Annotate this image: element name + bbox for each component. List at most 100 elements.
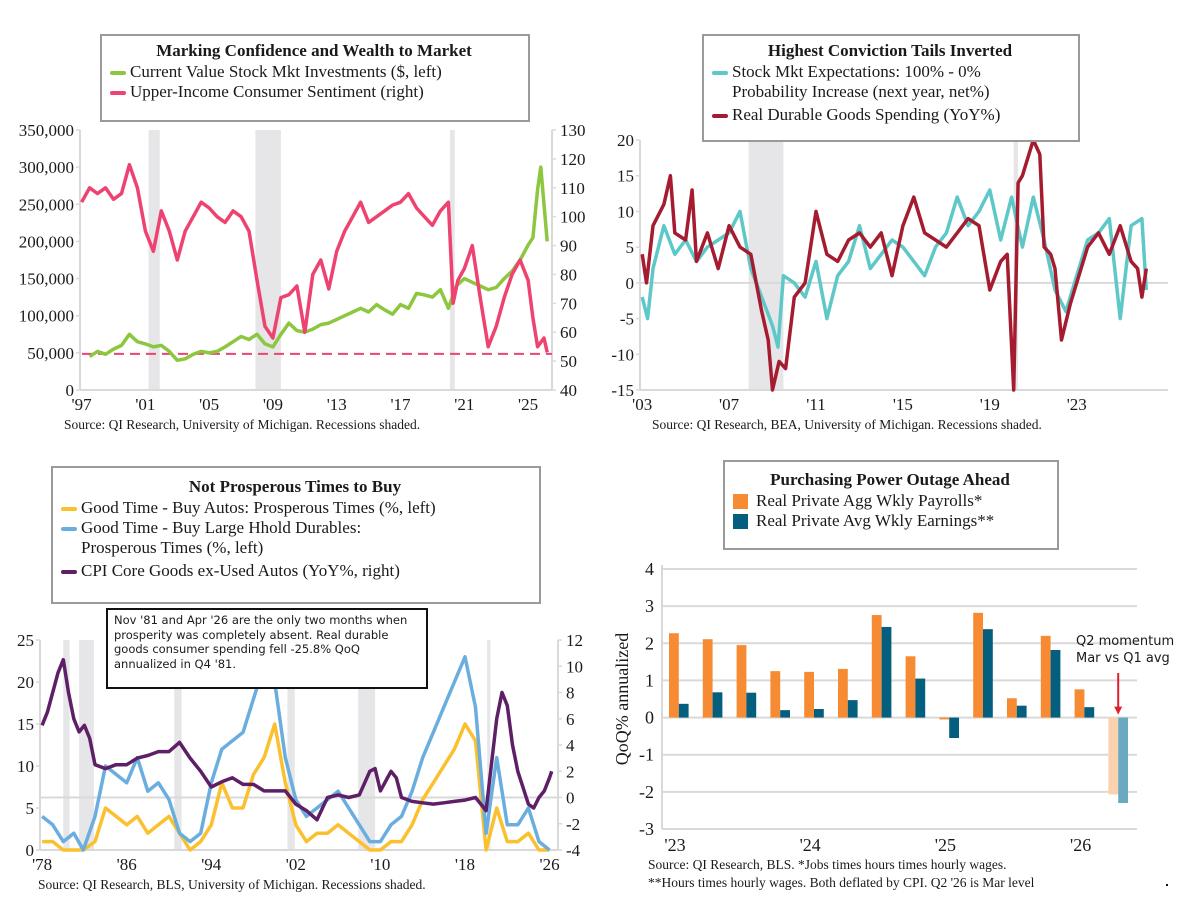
y-tick-label-right: 10 <box>566 657 583 676</box>
x-tick-label: '10 <box>370 855 390 874</box>
bar-earnings <box>881 626 892 718</box>
chart-payrolls-source: Source: QI Research, BLS. *Jobs times ho… <box>648 856 1034 892</box>
y-tick-label-left: 350,000 <box>19 121 74 140</box>
bar-payrolls <box>973 612 983 718</box>
bar-payrolls <box>838 668 848 718</box>
y-tick-label-left: -15 <box>611 381 634 400</box>
chart-wealth-svg: 0 50,000 100,000 150,000 200,000 250,000 300,0… <box>19 121 586 414</box>
legend-label: Real Private Avg Wkly Earnings** <box>756 511 995 530</box>
recession-shade <box>148 130 160 390</box>
y-tick-label-right: 70 <box>560 294 577 313</box>
y-tick-label-right: 4 <box>566 736 575 755</box>
y-tick-label-left: 250,000 <box>19 195 74 214</box>
y-axis-label: QoQ% annualized <box>612 633 632 765</box>
series-line-cpi-core-goods-ex-used-autos <box>40 657 554 822</box>
x-tick-label: '26 <box>1070 835 1091 855</box>
y-tick-label-right: 110 <box>560 179 585 198</box>
legend-label: Upper-Income Consumer Sentiment (right) <box>130 82 424 101</box>
legend-item-stock-investments: Current Value Stock Mkt Investments ($, … <box>110 62 518 82</box>
chart-conviction-svg: -15 -10 -5 0 5 10 15 20 '03 '07 '11 '15 '19 '23 <box>611 131 1168 414</box>
legend-label-line: Probability Increase (next year, net%) <box>732 82 990 101</box>
annotation-line: Mar vs Q1 avg <box>1076 651 1170 666</box>
bar-earnings <box>746 692 757 718</box>
y-tick-label: 1 <box>645 670 654 690</box>
bar-payrolls <box>770 671 781 718</box>
chart-prosperous-panel: 0 5 10 15 20 25 -4 -2 0 2 4 6 8 10 12 '78 '86 '94 '02 '10 '1… <box>0 450 600 916</box>
y-tick-label: -1 <box>639 745 654 765</box>
y-tick-label-left: 50,000 <box>27 344 74 363</box>
x-tick-label: '13 <box>327 395 347 414</box>
x-tick-label: '09 <box>263 395 283 414</box>
bar-earnings <box>949 717 959 738</box>
legend-item-agg-payrolls: Real Private Agg Wkly Payrolls* <box>733 491 1047 511</box>
chart-wealth-panel: 0 50,000 100,000 150,000 200,000 250,000 300,0… <box>0 0 600 450</box>
legend-item-durable-goods: Real Durable Goods Spending (YoY%) <box>712 105 1068 125</box>
y-tick-label-left: 25 <box>17 631 34 650</box>
y-tick-label-right: 120 <box>560 150 586 169</box>
chart-prosperous-source: Source: QI Research, BLS, University of … <box>38 877 426 892</box>
y-tick-label-left: -5 <box>620 310 634 329</box>
y-tick-label-right: 50 <box>560 352 577 371</box>
chart-prosperous-note: Nov '81 and Apr '26 are the only two mon… <box>106 608 428 689</box>
legend-item-upper-income-sentiment: Upper-Income Consumer Sentiment (right) <box>110 82 518 102</box>
legend-label-line: Prosperous Times (%, left) <box>81 538 264 557</box>
legend-swatch-blue <box>61 527 77 531</box>
bar-earnings <box>1084 707 1095 718</box>
x-tick-label: '15 <box>893 395 913 414</box>
y-tick-label-right: 100 <box>560 208 586 227</box>
source-line: **Hours times hourly wages. Both deflate… <box>648 875 1035 890</box>
chart-prosperous-legend: Not Prosperous Times to Buy Good Time - … <box>51 466 541 604</box>
y-tick-label-left: 20 <box>17 673 34 692</box>
x-tick-label: '03 <box>632 395 652 414</box>
legend-item-cpi-core-goods: CPI Core Goods ex-Used Autos (YoY%, righ… <box>61 561 529 581</box>
y-tick-label: 3 <box>645 596 654 616</box>
x-tick-label: '24 <box>800 835 821 855</box>
y-tick-label-left: 5 <box>626 238 635 257</box>
chart-payrolls-svg: -3 -2 -1 0 1 2 3 4 QoQ% annualized '23 '24 '25 '26 <box>612 559 1137 855</box>
x-tick-label: '21 <box>454 395 474 414</box>
stray-dot <box>1166 884 1168 886</box>
x-tick-label: '05 <box>199 395 219 414</box>
x-tick-label: '97 <box>72 395 93 414</box>
x-tick-label: '23 <box>1067 395 1087 414</box>
bar-payrolls <box>736 645 747 718</box>
legend-label: Current Value Stock Mkt Investments ($, … <box>130 62 442 81</box>
annotation-arrow-head <box>1114 706 1123 715</box>
y-tick-label-left: 300,000 <box>19 158 74 177</box>
chart-wealth-title: Marking Confidence and Wealth to Market <box>156 41 472 60</box>
chart-payrolls-legend: Purchasing Power Outage Ahead Real Priva… <box>723 460 1059 550</box>
chart-payrolls-annotation: Q2 momentum Mar vs Q1 avg <box>1076 633 1174 667</box>
chart-conviction-panel: -15 -10 -5 0 5 10 15 20 '03 '07 '11 '15 '19 '23 Highe… <box>600 0 1200 450</box>
y-tick-label-right: -2 <box>566 815 580 834</box>
chart-conviction-source: Source: QI Research, BEA, University of … <box>652 417 1042 432</box>
legend-item-stock-expectations: Stock Mkt Expectations: 100% - 0% Probab… <box>712 62 1068 102</box>
y-tick-label: 0 <box>645 708 654 728</box>
legend-swatch-pink <box>110 91 126 95</box>
chart-conviction-title: Highest Conviction Tails Inverted <box>767 41 1013 60</box>
x-tick-label: '02 <box>286 855 306 874</box>
bar-earnings <box>1050 649 1061 718</box>
series-line-good-time-buy-autos <box>42 722 550 852</box>
bar-earnings <box>1016 705 1027 718</box>
bar-earnings <box>712 692 723 718</box>
x-tick-label: '07 <box>719 395 740 414</box>
bar-earnings <box>1118 717 1128 803</box>
y-tick-label-right: 60 <box>560 323 577 342</box>
y-tick-label-right: 6 <box>566 710 575 729</box>
y-tick-label-right: 90 <box>560 237 577 256</box>
bar-payrolls <box>1108 717 1119 795</box>
chart-wealth-source: Source: QI Research, University of Michi… <box>64 417 421 432</box>
y-tick-label-right: 8 <box>566 684 575 703</box>
y-tick-label-left: 20 <box>617 131 634 150</box>
y-tick-label-left: 10 <box>617 202 634 221</box>
bar-payrolls <box>702 639 713 718</box>
y-tick-label-right: -4 <box>566 841 581 860</box>
legend-item-buy-autos: Good Time - Buy Autos: Prosperous Times … <box>61 498 529 518</box>
chart-conviction-legend: Highest Conviction Tails Inverted Stock … <box>702 34 1080 142</box>
y-tick-label-left: -10 <box>611 345 634 364</box>
legend-swatch-yellow <box>61 507 77 511</box>
y-tick-label-right: 12 <box>566 631 583 650</box>
legend-label-line: Stock Mkt Expectations: 100% - 0% <box>732 62 981 81</box>
y-tick-label: 4 <box>645 559 654 579</box>
bar-payrolls <box>804 671 814 718</box>
